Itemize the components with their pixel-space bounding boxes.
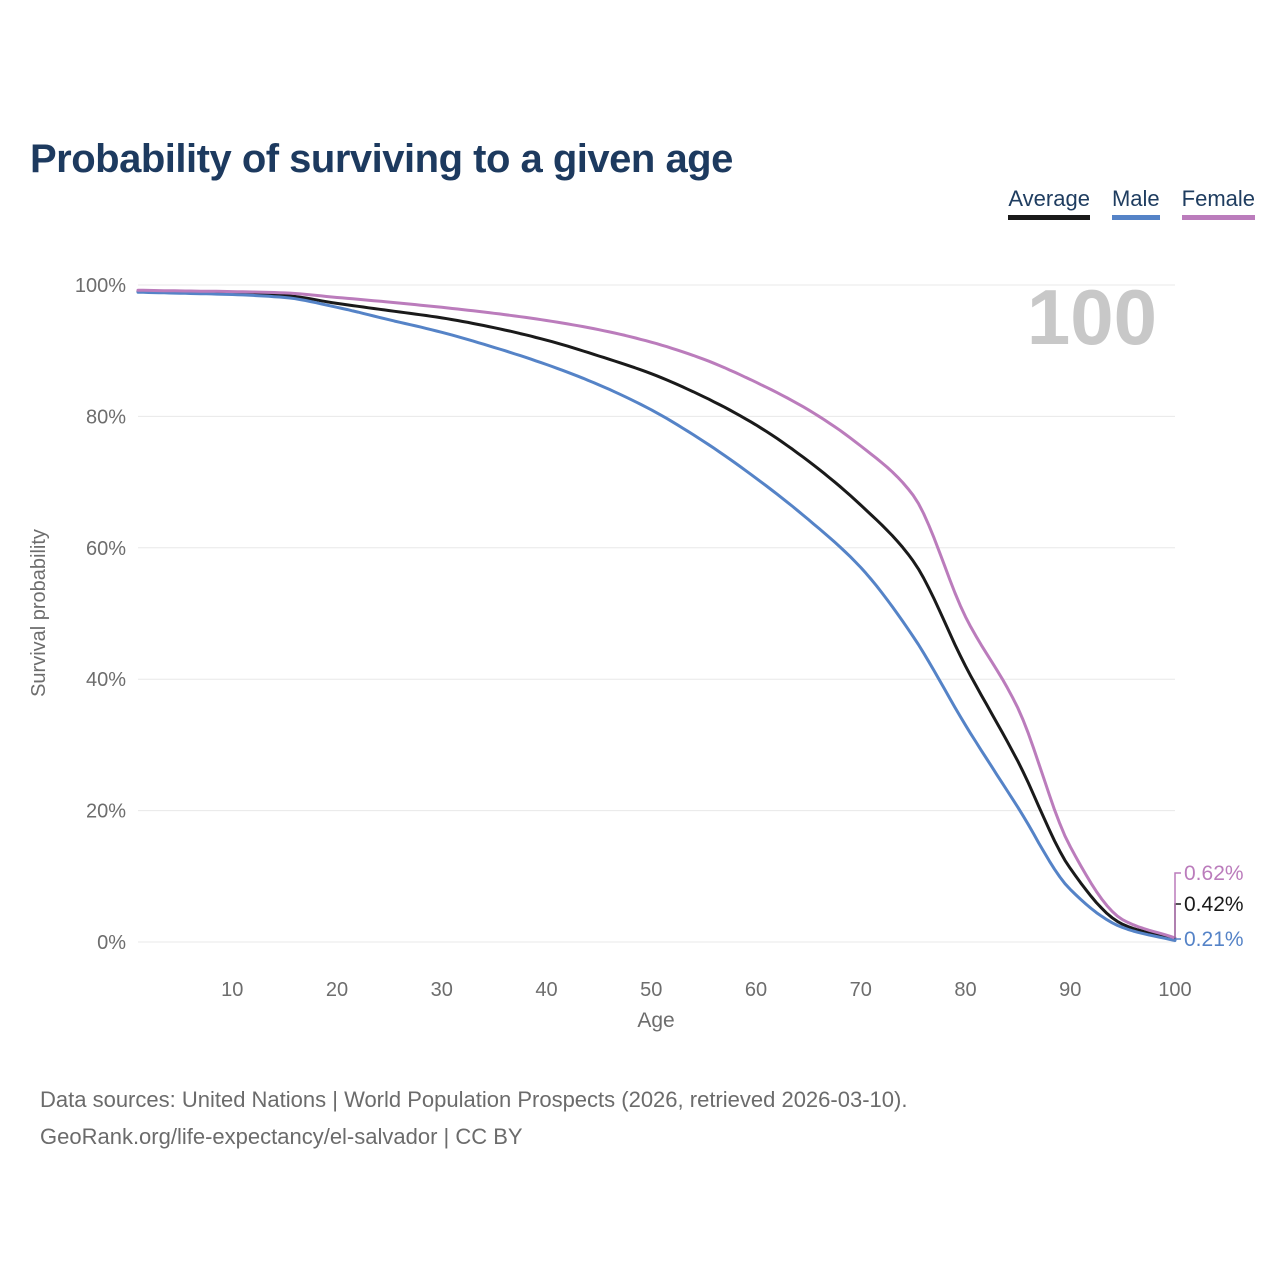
source-attribution: Data sources: United Nations | World Pop… [40,1081,907,1155]
page-title: Probability of surviving to a given age [30,136,733,181]
x-axis-tick-labels: 10 20 30 40 50 60 70 80 90 100 [221,979,1192,1001]
series-line-female [136,288,1177,940]
end-value-label-female: 0.62% [1184,862,1244,885]
y-tick-label: 100% [75,275,126,297]
x-tick-label: 50 [640,979,662,1001]
legend-item-female[interactable]: Female [1181,186,1255,221]
series-line-male [136,290,1177,943]
y-axis-tick-labels: 0% 20% 40% 60% 80% 100% [75,275,126,954]
end-label-connector-female [1174,872,1181,938]
end-label-connector-average [1174,903,1181,940]
y-tick-label: 40% [86,669,126,691]
legend-item-average[interactable]: Average [1008,186,1090,221]
y-tick-label: 0% [97,932,126,954]
legend-item-male[interactable]: Male [1111,186,1160,221]
age-watermark: 100 [1027,273,1157,361]
chart-legend: Average Male Female [1008,186,1255,221]
series-lines [136,288,1177,943]
end-label-connector-male [1174,938,1181,941]
x-tick-label: 100 [1158,979,1191,1001]
y-tick-label: 20% [86,801,126,823]
series-end-labels: 0.42% 0.21% 0.62% [1174,862,1244,951]
y-tick-label: 60% [86,538,126,560]
x-tick-label: 90 [1059,979,1081,1001]
source-line-2: GeoRank.org/life-expectancy/el-salvador … [40,1124,523,1149]
source-line-1: Data sources: United Nations | World Pop… [40,1087,908,1112]
y-axis-title: Survival probability [28,529,50,697]
end-value-label-male: 0.21% [1184,928,1244,951]
x-tick-label: 70 [850,979,872,1001]
y-tick-label: 80% [86,406,126,428]
x-tick-label: 20 [326,979,348,1001]
series-line-average [136,289,1177,941]
x-tick-label: 80 [954,979,976,1001]
end-value-label-average: 0.42% [1184,893,1244,916]
x-tick-label: 60 [745,979,767,1001]
x-tick-label: 40 [535,979,557,1001]
x-tick-label: 30 [431,979,453,1001]
x-tick-label: 10 [221,979,243,1001]
gridlines [138,284,1175,943]
x-axis-title: Age [637,1009,674,1032]
